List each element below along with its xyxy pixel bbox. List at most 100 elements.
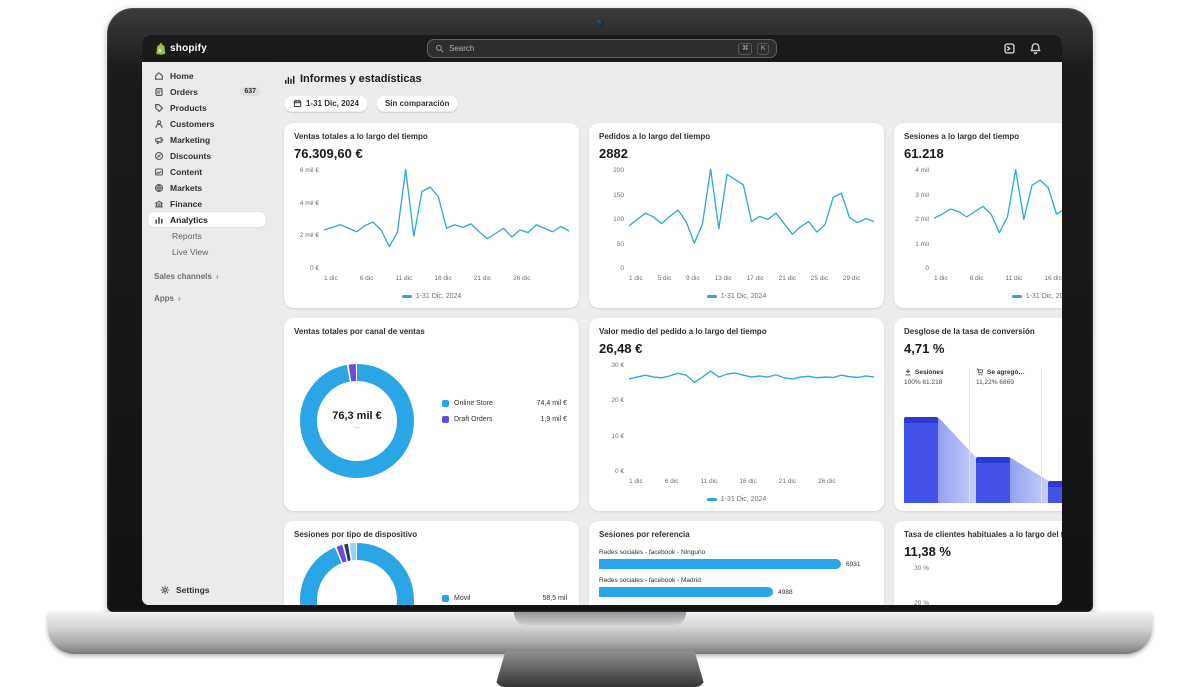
sidebar-item-finance[interactable]: Finance	[148, 196, 266, 211]
sidebar-item-customers[interactable]: Customers	[148, 116, 266, 131]
add-to-cart-icon	[976, 368, 984, 376]
search-input[interactable]: Search ⌘ K	[427, 39, 777, 58]
chart-legend: 1-31 Dic, 2024	[589, 293, 884, 300]
referrer-bar-chart: Redes sociales - facebook - Ninguno 6931 R…	[599, 549, 874, 597]
donut-comparison-dash: –	[354, 423, 360, 432]
gear-icon	[160, 585, 170, 595]
topbar-actions	[1003, 42, 1050, 55]
topbar: s shopify Search ⌘ K	[142, 35, 1062, 62]
sidebar-item-label: Analytics	[170, 214, 208, 225]
sidebar: Home Orders 637 Products Customers Marke…	[142, 62, 272, 605]
laptop-lid-notch	[514, 612, 686, 625]
search-icon	[435, 44, 444, 53]
conversion-funnel-chart: Sesiones 100% 61.218 Se agregó… 11,22% 6869	[904, 368, 1062, 503]
customers-icon	[154, 119, 164, 129]
legend-label: Móvil	[454, 595, 471, 602]
notifications-bell-icon[interactable]	[1029, 42, 1042, 55]
kbd-k: K	[757, 42, 769, 55]
comparison-button[interactable]: Sin comparación	[375, 95, 459, 112]
legend-row-draft-orders: Draft Orders 1,9 mil €	[442, 416, 567, 423]
card-sessions-by-referrer: Sesiones por referencia Redes sociales -…	[589, 521, 884, 605]
sidebar-item-label: Reports	[172, 230, 202, 241]
laptop-base	[48, 612, 1152, 654]
legend-dash-icon	[1011, 295, 1022, 298]
sidebar-item-live-view[interactable]: Live View	[148, 244, 266, 259]
funnel-bar	[904, 417, 938, 503]
card-title[interactable]: Tasa de clientes habituales a lo largo d…	[904, 530, 1062, 539]
funnel-bar	[1048, 480, 1062, 503]
reports-chart-icon	[284, 74, 295, 85]
sidebar-item-markets[interactable]: Markets	[148, 180, 266, 195]
megaphone-icon	[154, 135, 164, 145]
analytics-bars-icon	[154, 215, 164, 225]
sidebar-item-products[interactable]: Products	[148, 100, 266, 115]
sidebar-item-marketing[interactable]: Marketing	[148, 132, 266, 147]
card-conversion-breakdown: Desglose de la tasa de conversión 4,71 %…	[894, 318, 1062, 511]
date-range-button[interactable]: 1-31 Dic, 2024	[284, 95, 368, 112]
funnel-step: Sesiones 100% 61.218	[904, 368, 944, 387]
card-title[interactable]: Ventas totales por canal de ventas	[294, 327, 425, 336]
sidebar-item-label: Finance	[170, 198, 203, 209]
donut-legend: Online Store 74,4 mil € Draft Orders 1,9…	[442, 400, 567, 423]
chevron-right-icon: ›	[178, 294, 181, 303]
tag-icon	[154, 103, 164, 113]
legend-label: 1-31 Dic, 2024	[720, 293, 767, 300]
date-range-label: 1-31 Dic, 2024	[306, 99, 359, 108]
sidebar-item-discounts[interactable]: Discounts	[148, 148, 266, 163]
sidebar-item-orders[interactable]: Orders 637	[148, 84, 266, 99]
sidebar-item-reports[interactable]: Reports	[148, 228, 266, 243]
webcam-icon	[596, 19, 604, 26]
sidebar-item-settings[interactable]: Settings	[154, 582, 260, 597]
card-title[interactable]: Sesiones por referencia	[599, 530, 690, 539]
sidebar-item-label: Content	[170, 166, 203, 177]
card-title[interactable]: Valor medio del pedido a lo largo del ti…	[599, 327, 767, 336]
sidebar-item-content[interactable]: Content	[148, 164, 266, 179]
card-returning-customer-rate: Tasa de clientes habituales a lo largo d…	[894, 521, 1062, 605]
card-value: 26,48 €	[599, 341, 643, 356]
sidebar-item-label: Home	[170, 70, 194, 81]
kbd-cmd: ⌘	[738, 42, 753, 55]
bank-icon	[154, 199, 164, 209]
donut-legend: Móvil 58,5 mil	[442, 595, 567, 602]
store-preview-icon[interactable]	[1003, 42, 1016, 55]
funnel-divider	[969, 368, 970, 503]
card-title[interactable]: Pedidos a lo largo del tiempo	[599, 132, 711, 141]
content-icon	[154, 167, 164, 177]
card-title[interactable]: Ventas totales a lo largo del tiempo	[294, 132, 428, 141]
aov-line-chart: 30 €20 €10 €0 €1 dic 6 dic 11 dic 16 dic 21 …	[599, 362, 874, 485]
sidebar-item-home[interactable]: Home	[148, 68, 266, 83]
orders-icon	[154, 87, 164, 97]
home-icon	[154, 71, 164, 81]
cards-grid: Ventas totales a lo largo del tiempo 76.…	[284, 123, 1062, 605]
chevron-right-icon: ›	[215, 272, 219, 281]
funnel-step: Se agregó… 11,22% 6869	[976, 368, 1025, 387]
card-title[interactable]: Sesiones a lo largo del tiempo	[904, 132, 1020, 141]
laptop-screen: s shopify Search ⌘ K	[142, 35, 1062, 605]
device-donut-chart	[300, 543, 414, 605]
legend-dash-icon	[706, 295, 717, 298]
funnel-bar	[976, 457, 1010, 503]
sidebar-item-label: Customers	[170, 118, 215, 129]
chart-legend: 1-31 Dic, 2024	[894, 293, 1062, 300]
legend-label: Online Store	[454, 400, 493, 407]
donut-total: 76,3 mil €	[332, 410, 382, 422]
sidebar-item-analytics[interactable]: Analytics	[148, 212, 266, 227]
page-title: Informes y estadísticas	[300, 73, 422, 85]
card-value: 2882	[599, 146, 628, 161]
orders-count-badge: 637	[240, 87, 260, 96]
card-orders-over-time: Pedidos a lo largo del tiempo 2882 200 15…	[589, 123, 884, 308]
comparison-label: Sin comparación	[384, 99, 450, 108]
sidebar-section-apps[interactable]: Apps ›	[154, 294, 260, 303]
funnel-divider	[1041, 368, 1042, 503]
card-title[interactable]: Desglose de la tasa de conversión	[904, 327, 1035, 336]
filter-controls: 1-31 Dic, 2024 Sin comparación	[284, 95, 1062, 112]
sidebar-section-sales-channels[interactable]: Sales channels ›	[154, 272, 260, 281]
card-value: 11,38 %	[904, 544, 951, 559]
laptop-foot	[495, 651, 705, 687]
card-sessions-over-time: Sesiones a lo largo del tiempo 61.218 4 …	[894, 123, 1062, 308]
sidebar-item-label: Settings	[176, 584, 210, 595]
sessions-icon	[904, 368, 912, 376]
legend-label: Draft Orders	[454, 416, 493, 423]
card-title[interactable]: Sesiones por tipo de dispositivo	[294, 530, 418, 539]
sidebar-item-label: Orders	[170, 86, 198, 97]
